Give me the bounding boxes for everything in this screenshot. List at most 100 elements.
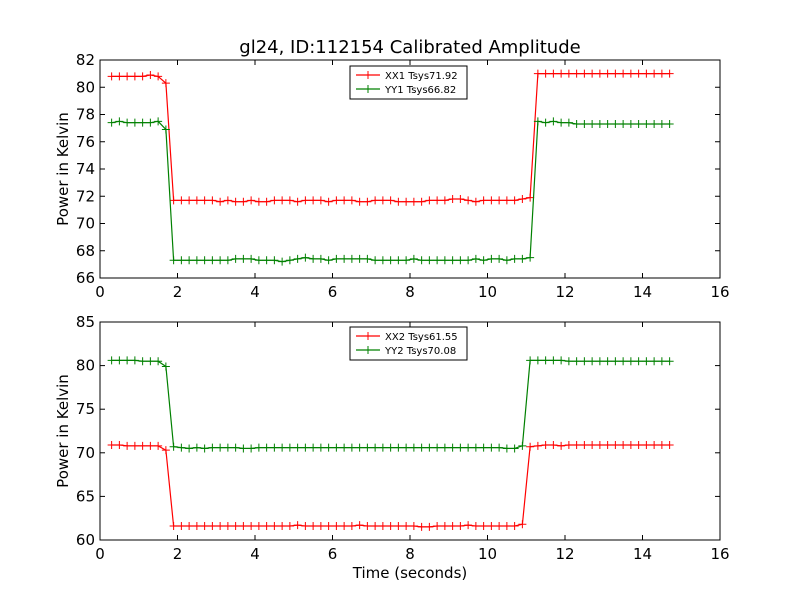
- data-point-marker: [254, 256, 263, 265]
- y-tick-label: 82: [76, 51, 95, 69]
- data-point-marker: [572, 357, 581, 366]
- data-point-marker: [355, 197, 364, 206]
- data-point-marker: [386, 196, 395, 205]
- x-tick-label: 6: [328, 545, 338, 563]
- data-point-marker: [309, 443, 318, 452]
- legend-box: [349, 326, 468, 361]
- data-point-marker: [433, 256, 442, 265]
- data-point-marker: [285, 196, 294, 205]
- data-point-marker: [502, 256, 511, 265]
- data-point-marker: [316, 254, 325, 263]
- data-point-marker: [580, 120, 589, 129]
- data-point-marker: [471, 443, 480, 452]
- data-point-marker: [487, 522, 496, 531]
- data-point-marker: [495, 443, 504, 452]
- data-point-marker: [216, 443, 225, 452]
- data-point-marker: [340, 196, 349, 205]
- x-tick-label: 14: [633, 283, 652, 301]
- data-point-marker: [347, 254, 356, 263]
- data-point-marker: [200, 522, 209, 531]
- y-tick-label: 65: [76, 487, 95, 505]
- data-point-marker: [169, 522, 178, 531]
- data-point-marker: [564, 118, 573, 127]
- data-point-marker: [216, 197, 225, 206]
- data-point-marker: [510, 522, 519, 531]
- data-point-marker: [518, 194, 527, 203]
- data-point-marker: [177, 522, 186, 531]
- data-point-marker: [278, 257, 287, 266]
- data-point-marker: [293, 254, 302, 263]
- data-point-marker: [107, 72, 116, 81]
- data-point-marker: [611, 440, 620, 449]
- data-point-marker: [378, 443, 387, 452]
- data-point-marker: [626, 440, 635, 449]
- data-point-marker: [425, 196, 434, 205]
- data-point-marker: [192, 196, 201, 205]
- data-point-marker: [634, 69, 643, 78]
- data-point-marker: [471, 254, 480, 263]
- data-point-marker: [154, 357, 163, 366]
- data-point-marker: [433, 522, 442, 531]
- data-point-marker: [619, 69, 628, 78]
- data-point-marker: [138, 441, 147, 450]
- data-point-marker: [262, 522, 271, 531]
- data-point-marker: [239, 197, 248, 206]
- data-point-marker: [363, 522, 372, 531]
- data-point-marker: [270, 256, 279, 265]
- y-axis-label: Power in Kelvin: [54, 374, 72, 488]
- data-point-marker: [355, 521, 364, 530]
- data-point-marker: [177, 196, 186, 205]
- data-point-marker: [595, 69, 604, 78]
- data-point-marker: [433, 443, 442, 452]
- data-point-marker: [657, 440, 666, 449]
- x-tick-label: 2: [173, 545, 183, 563]
- y-tick-label: 80: [76, 78, 95, 96]
- y-tick-label: 78: [76, 106, 95, 124]
- data-point-marker: [502, 196, 511, 205]
- x-tick-label: 0: [95, 283, 105, 301]
- data-point-marker: [510, 444, 519, 453]
- x-tick-label: 2: [173, 283, 183, 301]
- data-point-marker: [642, 440, 651, 449]
- data-point-marker: [541, 118, 550, 127]
- data-point-marker: [192, 522, 201, 531]
- data-point-marker: [107, 356, 116, 365]
- legend: XX1 Tsys71.92 YY1 Tsys66.82: [349, 65, 468, 100]
- data-point-marker: [603, 357, 612, 366]
- data-point-marker: [626, 120, 635, 129]
- data-point-marker: [340, 443, 349, 452]
- data-point-marker: [440, 443, 449, 452]
- data-point-marker: [146, 118, 155, 127]
- data-point-marker: [394, 443, 403, 452]
- data-point-marker: [208, 256, 217, 265]
- data-point-marker: [192, 256, 201, 265]
- data-point-marker: [650, 357, 659, 366]
- data-point-marker: [595, 120, 604, 129]
- data-point-marker: [371, 522, 380, 531]
- data-point-marker: [301, 253, 310, 262]
- data-point-marker: [464, 196, 473, 205]
- x-tick-label: 16: [710, 545, 729, 563]
- data-point-marker: [595, 440, 604, 449]
- data-point-marker: [208, 196, 217, 205]
- data-point-marker: [557, 118, 566, 127]
- data-point-marker: [526, 253, 535, 262]
- data-point-marker: [440, 256, 449, 265]
- data-point-marker: [495, 254, 504, 263]
- data-point-marker: [464, 521, 473, 530]
- data-point-marker: [595, 357, 604, 366]
- data-point-marker: [161, 79, 170, 88]
- data-point-marker: [409, 197, 418, 206]
- legend-label: YY2 Tsys70.08: [384, 346, 456, 357]
- data-point-marker: [309, 254, 318, 263]
- data-point-marker: [464, 256, 473, 265]
- data-point-marker: [479, 256, 488, 265]
- data-point-marker: [208, 522, 217, 531]
- data-point-marker: [665, 69, 674, 78]
- data-point-marker: [448, 256, 457, 265]
- data-point-marker: [549, 440, 558, 449]
- data-point-marker: [347, 522, 356, 531]
- y-tick-label: 60: [76, 531, 95, 549]
- data-point-marker: [541, 356, 550, 365]
- x-tick-label: 16: [710, 283, 729, 301]
